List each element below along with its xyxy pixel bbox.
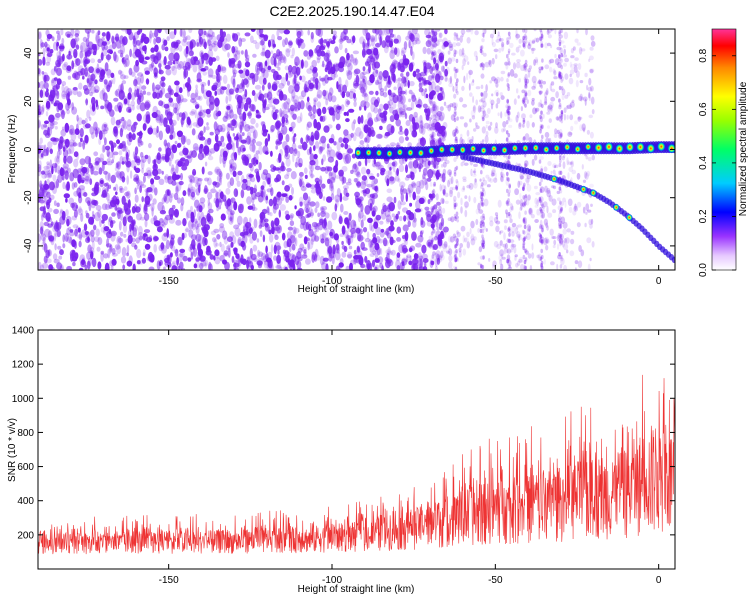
y-tick-label: 0 [23,146,34,152]
y-tick-label: 20 [23,95,34,107]
snr-panel: -150 -100 -50 0 200 400 600 800 1000 1200 1400 He… [7,326,676,595]
colorbar-tick-label: 0.0 [698,263,709,277]
x-tick-label: -100 [322,575,342,586]
y-tick-label: -20 [23,190,34,205]
snr-series-line [38,374,675,555]
spectrogram-y-axis-label: Frequency (Hz) [7,115,18,184]
snr-x-axis-label: Height of straight line (km) [298,584,415,595]
spectrogram-heatmap [38,29,675,270]
colorbar-label: Normalized spectral amplitude [738,81,749,216]
x-tick-label: 0 [656,575,662,586]
colorbar: 0.0 0.2 0.4 0.6 0.8 Normalized spectral ampl… [698,28,749,277]
colorbar-tick-label: 0.8 [698,48,709,62]
snr-y-ticks: 200 400 600 800 1000 1200 1400 [12,326,675,541]
x-tick-label: -150 [159,276,179,287]
y-tick-label: 1000 [12,394,35,405]
y-tick-label: 40 [23,47,34,59]
spectrogram-panel: -150 -100 -50 0 -40 -20 0 20 40 Height of strai… [7,28,676,295]
x-tick-label: -150 [159,575,179,586]
snr-y-axis-label: SNR (10 * v/v) [7,418,18,482]
snr-frame [37,329,676,570]
spectrogram-y-ticks: -40 -20 0 20 40 [23,47,675,253]
chart-title: C2E2.2025.190.14.47.E04 [269,3,434,19]
spectrogram-x-ticks: -150 -100 -50 0 [159,29,662,287]
y-tick-label: 800 [17,428,34,439]
y-tick-label: -40 [23,238,34,253]
colorbar-tick-label: 0.2 [698,209,709,223]
y-tick-label: 400 [17,496,34,507]
spectrogram-x-axis-label: Height of straight line (km) [298,284,415,295]
x-tick-label: 0 [656,276,662,287]
colorbar-gradient [711,28,737,271]
colorbar-ticks: 0.0 0.2 0.4 0.6 0.8 [698,48,736,277]
x-tick-label: -100 [322,276,342,287]
x-tick-label: -50 [488,276,503,287]
y-tick-label: 1400 [12,326,35,337]
x-tick-label: -50 [488,575,503,586]
y-tick-label: 200 [17,530,34,541]
colorbar-tick-label: 0.4 [698,156,709,170]
y-tick-label: 1200 [12,360,35,371]
colorbar-tick-label: 0.6 [698,102,709,116]
snr-x-ticks: -150 -100 -50 0 [159,330,662,586]
y-tick-label: 600 [17,462,34,473]
